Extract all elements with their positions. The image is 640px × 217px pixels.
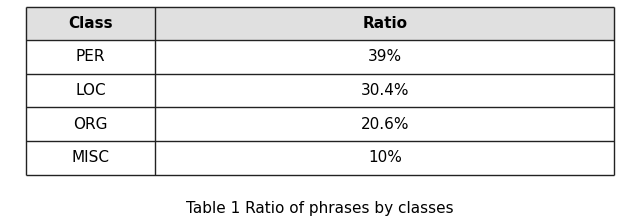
Text: Ratio: Ratio: [362, 16, 407, 31]
Text: 30.4%: 30.4%: [360, 83, 409, 98]
Text: MISC: MISC: [72, 150, 109, 165]
Text: 39%: 39%: [368, 49, 402, 64]
Text: 10%: 10%: [368, 150, 402, 165]
Text: PER: PER: [76, 49, 105, 64]
Text: 20.6%: 20.6%: [360, 117, 409, 132]
Text: Class: Class: [68, 16, 113, 31]
Text: LOC: LOC: [75, 83, 106, 98]
Text: ORG: ORG: [73, 117, 108, 132]
Text: Table 1 Ratio of phrases by classes: Table 1 Ratio of phrases by classes: [186, 201, 454, 216]
